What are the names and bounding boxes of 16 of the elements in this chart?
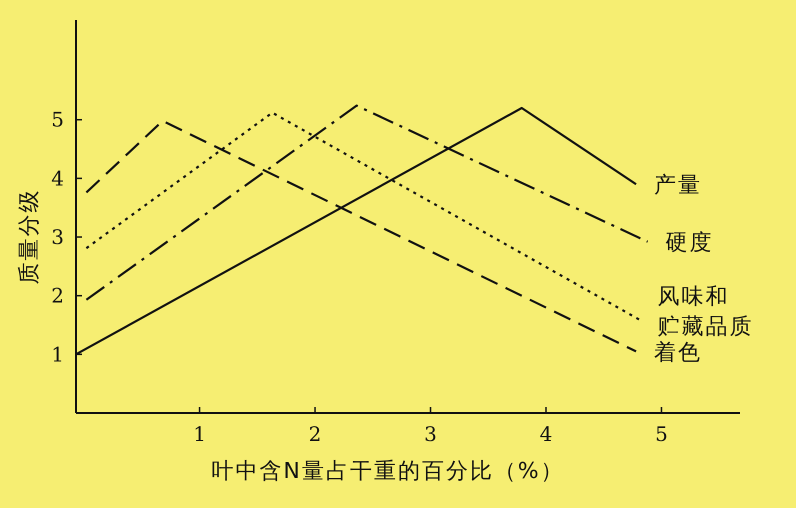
x-tick-label: 2 bbox=[308, 422, 322, 446]
y-tick-label: 1 bbox=[51, 342, 64, 366]
y-tick-label: 2 bbox=[51, 284, 64, 308]
y-tick-label: 3 bbox=[51, 225, 64, 250]
series-label: 产量 bbox=[654, 173, 702, 198]
y-tick-label: 5 bbox=[51, 108, 64, 132]
x-tick-label: 1 bbox=[193, 422, 206, 446]
series-label: 着色 bbox=[654, 340, 702, 366]
x-tick-label: 3 bbox=[424, 422, 437, 446]
x-axis-title: 叶中含N量占干重的百分比（%） bbox=[211, 459, 565, 484]
y-tick-label: 4 bbox=[51, 166, 64, 190]
series-label: 硬度 bbox=[666, 230, 714, 256]
x-tick-label: 4 bbox=[540, 422, 552, 446]
series-label: 风味和贮藏品质 bbox=[658, 284, 754, 340]
y-axis-title: 质量分级 bbox=[17, 188, 42, 284]
x-tick-label: 5 bbox=[655, 422, 668, 446]
